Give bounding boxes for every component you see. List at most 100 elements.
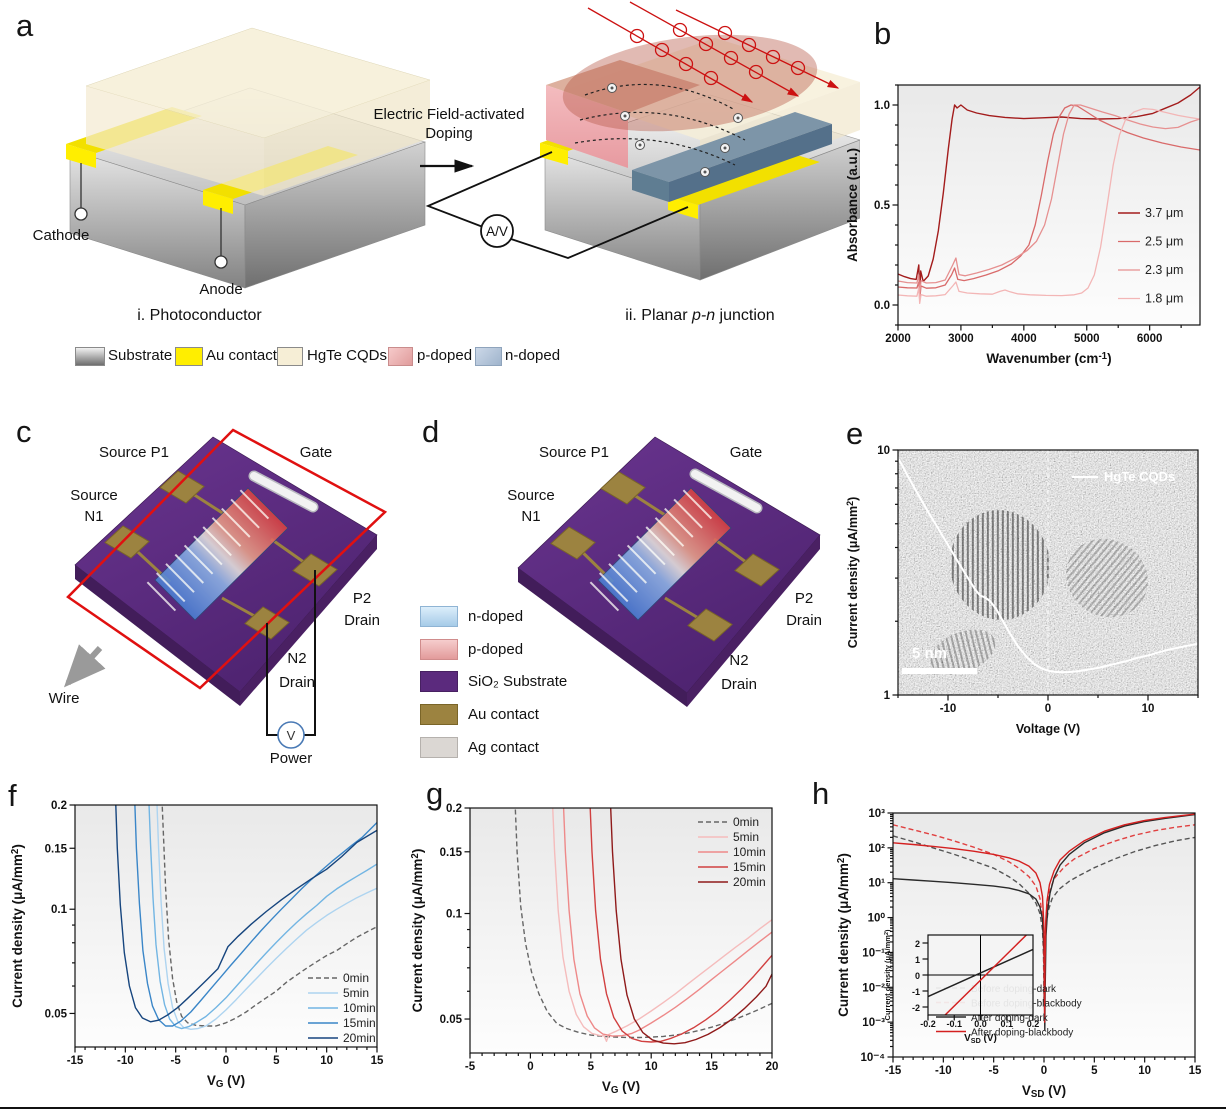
- c-wire-label: Wire: [48, 690, 80, 707]
- field-lines: [574, 83, 746, 166]
- pn-channel: [146, 487, 289, 621]
- svg-text:20min: 20min: [343, 1031, 376, 1045]
- svg-text:VSD (V): VSD (V): [1022, 1083, 1066, 1100]
- svg-text:10: 10: [645, 1061, 658, 1073]
- n-doped-region: [632, 112, 832, 202]
- d-legend-swatch-ag: [420, 737, 458, 758]
- svg-text:-2: -2: [912, 1003, 920, 1013]
- svg-text:2000: 2000: [885, 333, 911, 345]
- d-legend-label-au: Au contact: [468, 706, 539, 723]
- chart-f: -15 -10 -5 0 5 10 15 0.05 0.1 0.15 0.2 VG (V) Curren…: [10, 800, 384, 1090]
- caption-pn-junction: ii. Planar p-n junction: [550, 307, 850, 325]
- svg-text:Absorbance (a.u.): Absorbance (a.u.): [845, 148, 860, 262]
- svg-text:0.5: 0.5: [874, 200, 891, 212]
- svg-text:-10: -10: [940, 703, 957, 715]
- chart-e: -10 0 10 1 10 Voltage (V) Current density (μA/…: [845, 445, 1199, 736]
- d-n1-label: N1: [521, 508, 541, 525]
- svg-text:0.2: 0.2: [446, 803, 462, 815]
- svg-text:0.0: 0.0: [974, 1019, 987, 1029]
- svg-text:15: 15: [705, 1061, 718, 1073]
- panel-label-g: g: [426, 776, 444, 811]
- c-source-p1-label: Source P1: [98, 444, 170, 461]
- svg-text:3000: 3000: [948, 333, 974, 345]
- scale-bar: [902, 668, 977, 674]
- scale-bar-label: 5 nm: [912, 645, 948, 662]
- d-legend-swatch-n-doped: [420, 606, 458, 627]
- c-n1-label: N1: [84, 508, 104, 525]
- photoconductor-hgte-film: [85, 27, 431, 196]
- svg-text:0.1: 0.1: [446, 909, 463, 921]
- svg-text:10: 10: [320, 1055, 333, 1067]
- panel-a-illustration: A/V: [66, 1, 860, 289]
- legend-swatch-au: [175, 347, 203, 366]
- av-meter-label: A/V: [486, 224, 508, 239]
- caption-ii-prefix: ii. Planar: [625, 307, 692, 324]
- svg-text:0min: 0min: [733, 815, 759, 829]
- svg-text:VSD (V): VSD (V): [964, 1033, 997, 1045]
- svg-text:-5: -5: [171, 1055, 182, 1067]
- ag-gate-bar: [250, 472, 317, 511]
- d-n2-label: N2: [729, 652, 749, 669]
- d-legend-label-n-doped: n-doped: [468, 608, 524, 625]
- svg-text:10: 10: [877, 445, 890, 457]
- c-gate-label: Gate: [299, 444, 333, 461]
- panel-label-c: c: [16, 414, 32, 449]
- svg-text:10⁻⁴: 10⁻⁴: [860, 1052, 885, 1064]
- svg-text:0: 0: [223, 1055, 229, 1067]
- wire-loop: [66, 428, 388, 690]
- svg-text:10: 10: [1142, 703, 1155, 715]
- svg-text:15: 15: [1189, 1065, 1202, 1077]
- au-pads: [550, 471, 780, 642]
- svg-text:0.15: 0.15: [45, 843, 68, 855]
- d-gate-label: Gate: [729, 444, 763, 461]
- svg-text:-5: -5: [989, 1065, 1000, 1077]
- doping-text: Electric Field-activated Doping: [373, 106, 525, 142]
- svg-text:-5: -5: [465, 1061, 476, 1073]
- svg-text:1: 1: [915, 955, 920, 965]
- d-p2-label: P2: [794, 590, 814, 607]
- svg-text:Current density (μA/mm2): Current density (μA/mm2): [410, 849, 425, 1013]
- svg-text:10¹: 10¹: [868, 878, 885, 890]
- svg-text:0: 0: [1041, 1065, 1047, 1077]
- d-source-p1-label: Source P1: [538, 444, 610, 461]
- svg-text:5: 5: [273, 1055, 280, 1067]
- svg-text:0: 0: [915, 971, 920, 981]
- svg-text:5min: 5min: [343, 986, 369, 1000]
- c-n2-label: N2: [287, 650, 307, 667]
- c-p2-drain-label: Drain: [344, 612, 380, 629]
- e-legend-label: HgTe CQDs: [1104, 469, 1176, 484]
- anode-label: Anode: [199, 281, 243, 298]
- svg-text:Current density (μA/mm2): Current density (μA/mm2): [883, 929, 892, 1020]
- legend-label-hgte: HgTe CQDs: [307, 347, 388, 364]
- light-wave-icon: [587, 1, 840, 103]
- p-doped-region: [546, 34, 818, 168]
- svg-text:6000: 6000: [1137, 333, 1163, 345]
- d-legend-swatch-p-doped: [420, 639, 458, 660]
- c-power-label: Power: [269, 750, 313, 767]
- c-source-label: Source: [70, 487, 118, 504]
- pn-channel: [589, 487, 732, 621]
- page-divider-line: [0, 1107, 1226, 1109]
- d-legend-label-ag: Ag contact: [468, 739, 539, 756]
- svg-text:0: 0: [527, 1061, 533, 1073]
- svg-text:VG (V): VG (V): [207, 1073, 245, 1090]
- svg-text:0.1: 0.1: [1000, 1019, 1013, 1029]
- legend-swatch-p-doped: [388, 347, 413, 366]
- svg-text:0.1: 0.1: [51, 904, 68, 916]
- caption-ii-suffix: junction: [715, 307, 775, 324]
- svg-text:-10: -10: [935, 1065, 952, 1077]
- svg-text:Current density (μA/mm2): Current density (μA/mm2): [836, 853, 851, 1017]
- meter-circuit: [425, 151, 689, 259]
- svg-text:4000: 4000: [1011, 333, 1037, 345]
- svg-text:10²: 10²: [868, 843, 885, 855]
- panel-label-a: a: [16, 8, 34, 43]
- svg-text:0.2: 0.2: [1027, 1019, 1040, 1029]
- svg-text:15: 15: [371, 1055, 384, 1067]
- tem-lattice-patch: [949, 510, 1051, 620]
- svg-text:VG (V): VG (V): [602, 1079, 640, 1096]
- caption-ii-pn: p-n: [691, 307, 716, 324]
- voltmeter-label: V: [287, 728, 296, 743]
- svg-text:2: 2: [915, 939, 920, 949]
- legend-label-n-doped: n-doped: [505, 347, 561, 364]
- tem-lattice-patch: [930, 629, 996, 675]
